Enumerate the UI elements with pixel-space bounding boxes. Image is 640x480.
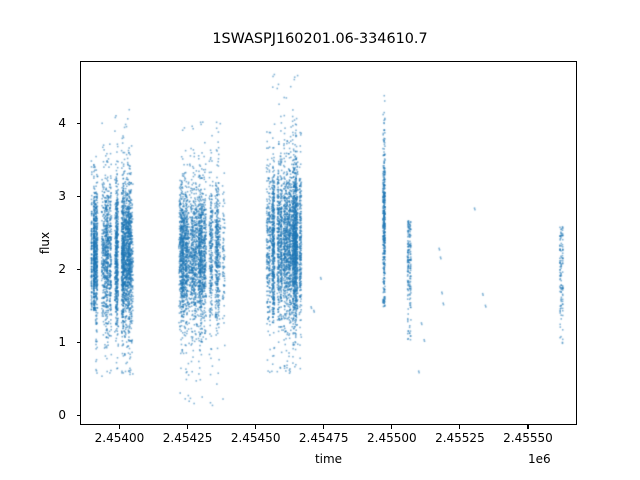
y-tick-mark	[76, 195, 80, 197]
page-title: 1SWASPJ160201.06-334610.7	[212, 31, 428, 47]
x-tick-label: 2.45550	[503, 431, 553, 445]
x-tick-mark	[391, 425, 393, 429]
x-tick-label: 2.45450	[230, 431, 281, 445]
y-tick-label: 1	[58, 335, 66, 350]
x-axis-offset-label: 1e6	[528, 452, 551, 466]
plot-axes-frame	[80, 61, 577, 425]
x-tick-mark	[187, 425, 189, 429]
y-tick-mark	[76, 341, 80, 343]
x-tick-mark	[323, 425, 325, 429]
x-tick-mark	[255, 425, 257, 429]
y-tick-mark	[76, 414, 80, 417]
y-tick-label: 2	[58, 262, 66, 277]
x-axis-label: time	[314, 452, 343, 466]
x-tick-label: 2.45500	[367, 431, 417, 445]
x-tick-label: 2.45475	[298, 431, 349, 445]
y-tick-label: 4	[58, 116, 66, 131]
x-tick-mark	[459, 425, 461, 429]
x-tick-label: 2.45525	[435, 431, 485, 445]
x-tick-mark	[118, 425, 121, 429]
y-tick-mark	[76, 122, 80, 124]
y-axis-label: flux	[38, 231, 52, 255]
x-tick-mark	[527, 425, 529, 429]
y-tick-mark	[76, 268, 80, 270]
scatter-points-layer	[81, 62, 576, 424]
x-tick-label: 2.45425	[162, 431, 213, 445]
y-tick-label: 0	[58, 408, 66, 423]
y-tick-label: 3	[58, 189, 66, 204]
x-tick-label: 2.45400	[94, 431, 145, 445]
